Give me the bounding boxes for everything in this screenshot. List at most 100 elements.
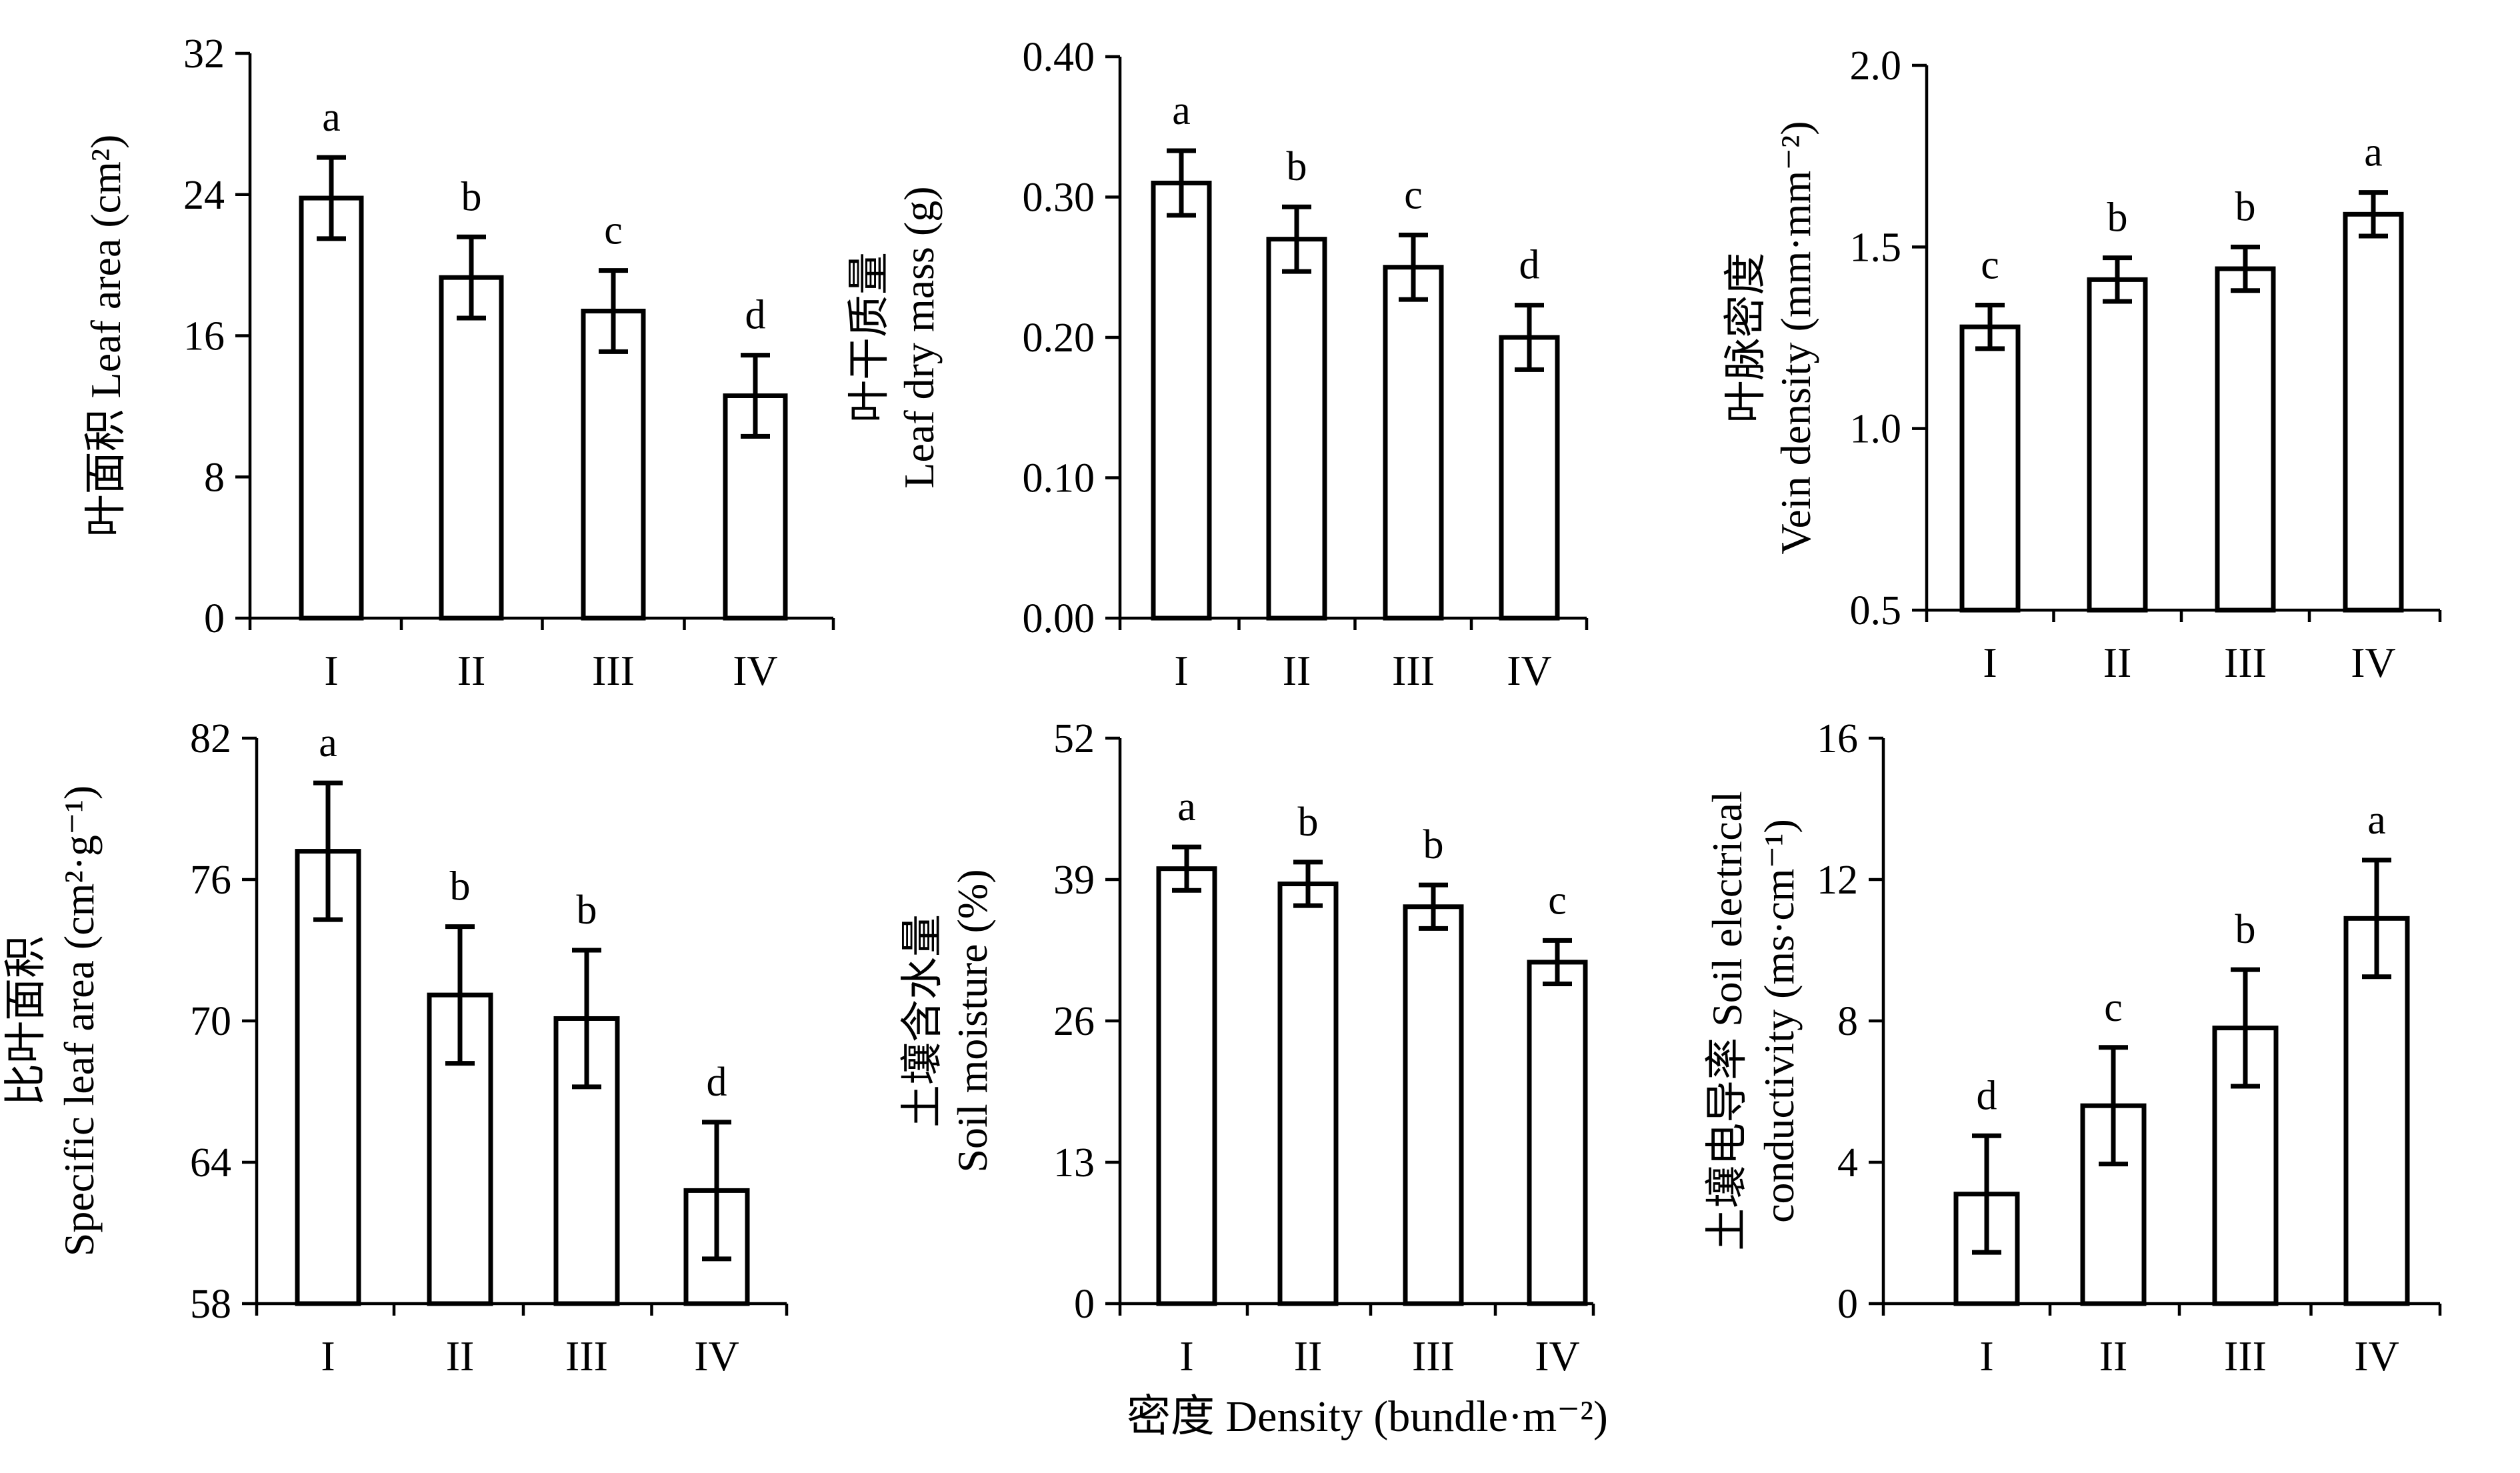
bar-IV [683,1188,750,1306]
y-tick-label: 26 [1053,999,1095,1044]
significance-letter: b [461,174,482,219]
y-tick-label: 16 [183,314,225,359]
significance-letter: a [1177,784,1196,830]
category-label: III [1412,1332,1455,1380]
y-tick-label: 0.30 [1023,175,1095,221]
y-axis-label: Leaf dry mass (g) [895,186,943,488]
bar-I [295,849,361,1306]
bar-III [2215,266,2276,613]
y-axis-label: 叶干质量 [845,252,893,423]
y-axis-label: 叶面积 Leaf area (cm²) [82,135,129,537]
bar-III [1383,265,1444,621]
significance-letter: c [1981,242,1999,287]
significance-letter: c [1548,878,1567,923]
y-tick-label: 0.40 [1023,35,1095,80]
y-tick-label: 39 [1053,858,1095,903]
significance-letter: a [322,95,341,140]
y-tick-label: 16 [1817,716,1858,762]
category-label: I [1179,1332,1193,1380]
category-label: I [321,1332,335,1380]
y-tick-label: 1.5 [1850,225,1902,270]
bar-I [299,195,364,621]
significance-letter: a [2364,130,2383,175]
shared-x-axis-label: 密度 Density (bundle·m⁻²) [1127,1392,1608,1441]
significance-letter: d [745,293,766,338]
significance-letter: b [2107,195,2128,241]
category-label: IV [694,1332,739,1380]
y-tick-label: 0.00 [1023,596,1095,641]
significance-letter: c [1404,172,1423,217]
bar-II [1266,237,1327,621]
category-label: II [1283,647,1311,694]
bar-II [2087,277,2148,613]
y-tick-label: 58 [190,1282,231,1327]
category-label: IV [733,647,778,694]
category-label: I [324,647,338,694]
y-tick-label: 82 [190,716,231,762]
category-label: IV [2354,1332,2399,1380]
y-tick-label: 0.10 [1023,456,1095,501]
category-label: III [565,1332,608,1380]
category-label: IV [2351,639,2396,686]
y-tick-label: 13 [1053,1140,1095,1186]
y-tick-label: 1.0 [1850,407,1902,452]
bar-III [1403,904,1464,1306]
significance-letter: b [450,864,471,910]
category-label: I [1983,639,1997,686]
category-label: II [446,1332,475,1380]
y-axis-label: conductivity (ms·cm⁻¹) [1755,819,1803,1223]
significance-letter: b [2235,184,2256,229]
category-label: III [1392,647,1435,694]
category-label: II [2103,639,2132,686]
y-axis-label: Soil moisture (%) [949,869,996,1172]
y-tick-label: 76 [190,858,231,903]
bar-I [1156,866,1217,1306]
y-tick-label: 0 [1074,1282,1095,1327]
y-axis-label: Vein density (mm·mm⁻²) [1772,121,1819,554]
y-tick-label: 32 [183,31,225,77]
bar-IV [1527,960,1588,1306]
bar-IV [2343,916,2410,1306]
significance-letter: a [1172,88,1191,133]
y-tick-label: 24 [183,173,225,218]
y-tick-label: 70 [190,999,231,1044]
significance-letter: c [2104,985,2123,1030]
y-tick-label: 0.5 [1850,588,1902,633]
significance-letter: d [1519,243,1540,288]
bar-I [1151,180,1212,621]
y-tick-label: 12 [1817,858,1858,903]
y-tick-label: 0.20 [1023,315,1095,361]
y-tick-label: 0 [204,596,225,641]
category-label: IV [1507,647,1552,694]
y-axis-label: 比叶面积 [2,936,49,1106]
bar-IV [723,393,788,621]
category-label: III [592,647,635,694]
y-axis-label: 土壤电导率 Soil electrical [1703,791,1751,1251]
y-tick-label: 8 [204,455,225,500]
significance-letter: b [577,888,597,933]
y-axis-label: 叶脉密度 [1722,253,1769,423]
category-label: I [1174,647,1188,694]
y-tick-label: 64 [190,1140,231,1186]
category-label: II [2099,1332,2128,1380]
significance-letter: a [319,720,337,766]
significance-letter: d [1977,1073,1997,1118]
significance-letter: b [1287,144,1307,189]
bar-III [581,308,646,621]
bar-III [553,1016,620,1306]
bar-II [2080,1103,2147,1306]
significance-letter: b [1423,822,1444,868]
category-label: III [2224,639,2267,686]
bar-IV [1499,335,1560,621]
bar-I [1953,1192,2020,1306]
category-label: II [1294,1332,1323,1380]
category-label: II [457,647,486,694]
